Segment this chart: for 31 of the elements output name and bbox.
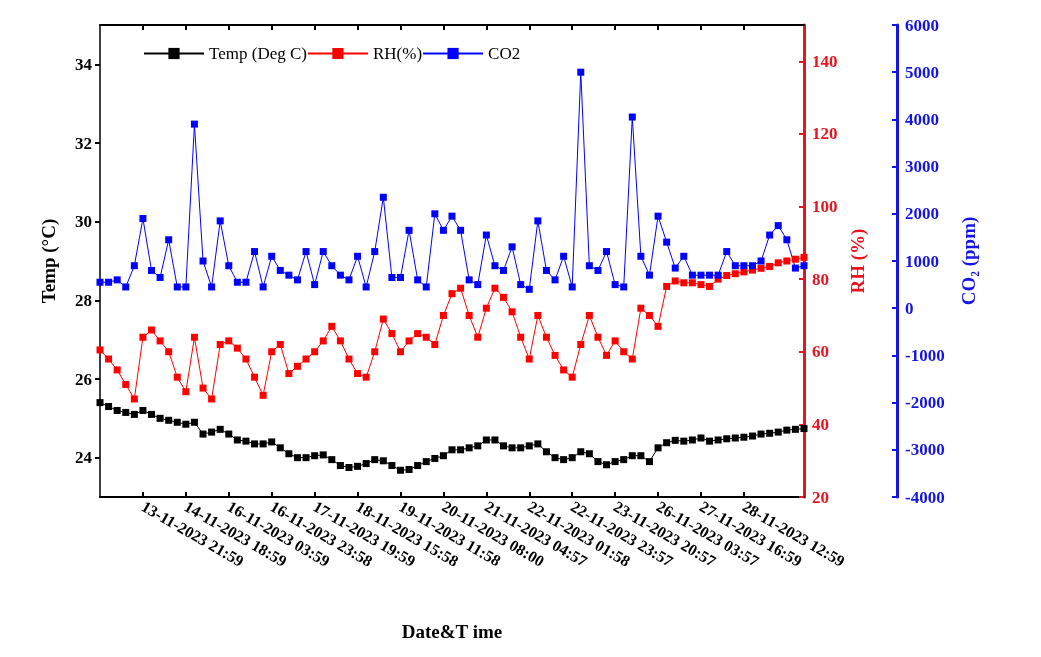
y-tick-label: 28 <box>75 290 92 310</box>
legend-label: RH(%) <box>372 44 423 63</box>
y3-tick-label: 6000 <box>905 15 939 35</box>
y3-tick-label: -2000 <box>905 393 945 413</box>
y3-tick-label: 3000 <box>905 157 939 177</box>
y2-axis-title: RH (%) <box>847 228 870 294</box>
y3-axis-title: CO₂ (ppm) <box>958 216 980 306</box>
y3-tick-label: 1000 <box>905 251 939 271</box>
y-tick-label: 32 <box>75 133 92 153</box>
y-tick-label: 30 <box>75 212 92 232</box>
y2-tick-label: 40 <box>812 414 829 434</box>
y-tick-label: 24 <box>75 448 93 468</box>
y3-tick-label: -4000 <box>905 487 945 507</box>
y-axis-title: Temp (°C) <box>38 218 60 304</box>
y3-tick-label: -3000 <box>905 440 945 460</box>
y2-tick-label: 60 <box>812 342 829 362</box>
y2-tick-label: 120 <box>812 124 838 144</box>
y2-tick-label: 140 <box>812 51 838 71</box>
legend-label: CO2 <box>488 44 521 63</box>
y3-tick-label: -1000 <box>905 345 945 365</box>
y-tick-label: 34 <box>75 54 93 74</box>
y2-tick-label: 80 <box>812 269 829 289</box>
y2-tick-label: 100 <box>812 197 838 217</box>
legend-label: Temp (Deg C) <box>209 44 307 63</box>
y3-tick-label: 0 <box>905 298 914 318</box>
x-axis-title: Date&T ime <box>401 621 503 642</box>
y2-tick-label: 20 <box>812 487 829 507</box>
y3-tick-label: 2000 <box>905 204 939 224</box>
y3-tick-label: 4000 <box>905 109 939 129</box>
y-tick-label: 26 <box>75 369 92 389</box>
y3-tick-label: 5000 <box>905 62 939 82</box>
